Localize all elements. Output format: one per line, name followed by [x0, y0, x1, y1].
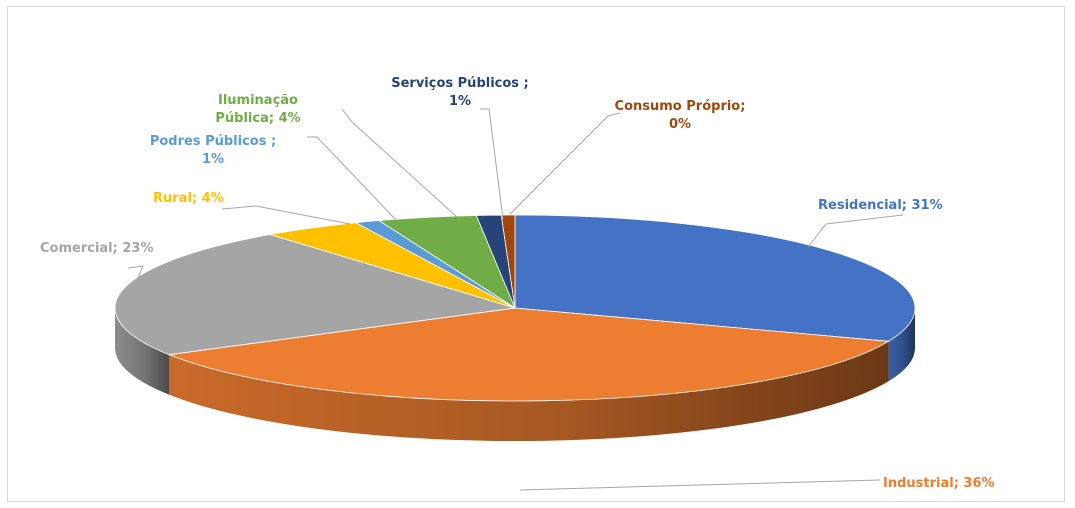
- data-label-podres-publicos-line1: Podres Públicos ;: [150, 134, 276, 149]
- slice-side-shade-residencial: [888, 308, 915, 382]
- data-label-rural: Rural; 4%: [153, 191, 224, 206]
- data-label-iluminacao-publica-line1: Iluminação: [218, 93, 298, 108]
- data-label-podres-publicos-line2: 1%: [202, 152, 224, 167]
- pie-sides: [115, 308, 915, 441]
- data-label-servicos-publicos-line2: 1%: [449, 94, 471, 109]
- leader-line-comercial: [127, 265, 144, 291]
- data-label-servicos-publicos-line1: Serviços Públicos ;: [391, 76, 529, 91]
- slice-side-shade-industrial: [169, 341, 889, 441]
- leader-line-rural: [221, 205, 351, 225]
- leader-line-industrial: [519, 479, 881, 491]
- data-label-consumo-proprio-line2: 0%: [669, 117, 691, 132]
- slice-comercial: [114, 234, 516, 356]
- data-label-consumo-proprio-line1: Consumo Próprio;: [615, 99, 746, 114]
- slice-consumo-proprio: [500, 214, 516, 309]
- slice-industrial: [167, 307, 890, 402]
- data-label-iluminacao-publica-line2: Pública; 4%: [215, 111, 300, 126]
- data-label-industrial: Industrial; 36%: [883, 476, 995, 491]
- leader-line-podres-publicos: [307, 136, 398, 222]
- leader-line-consumo-proprio: [509, 112, 621, 215]
- leader-line-iluminacao-publica: [341, 108, 458, 218]
- data-label-residencial: Residencial; 31%: [818, 198, 943, 213]
- pie-slices: [114, 214, 916, 402]
- leader-line-servicos-publicos: [480, 108, 504, 220]
- data-labels: Residencial; 31% Industrial; 36% Comercial…: [40, 76, 995, 491]
- leader-lines: [127, 108, 904, 491]
- slice-residencial: [514, 214, 916, 342]
- leader-line-residencial: [807, 214, 904, 248]
- data-label-comercial: Comercial; 23%: [40, 241, 153, 256]
- slice-side-shade-comercial: [115, 308, 170, 395]
